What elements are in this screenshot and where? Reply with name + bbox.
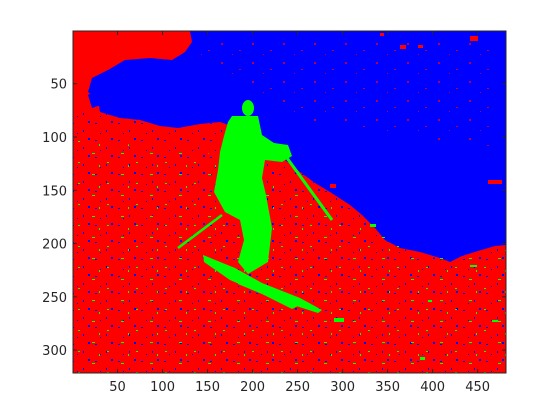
x-tick-label: 350 — [375, 380, 400, 395]
y-tick-label: 200 — [42, 238, 67, 253]
skier-head — [242, 100, 254, 116]
skier-body — [214, 116, 292, 274]
ski-tails — [238, 278, 298, 309]
ground-speck — [488, 180, 502, 184]
y-tick-label: 50 — [50, 78, 67, 93]
ground-speck — [470, 36, 478, 41]
x-tick-label: 100 — [150, 380, 175, 395]
sky-speckle-overlay — [200, 40, 500, 150]
x-tick-label: 150 — [195, 380, 220, 395]
skier-figure — [177, 100, 498, 360]
y-tick-label: 250 — [42, 291, 67, 306]
y-tick-label: 300 — [42, 344, 67, 359]
segmentation-image — [73, 31, 506, 373]
green-fragment — [492, 320, 498, 322]
ski-pole-left — [177, 214, 223, 249]
green-fragment — [428, 300, 432, 302]
skis — [203, 255, 322, 313]
ground-green-speckle-overlay — [73, 140, 506, 373]
x-axis: 50 100 150 200 250 300 350 400 450 — [109, 31, 490, 395]
x-tick-label: 250 — [285, 380, 310, 395]
ski-pole-right — [285, 157, 334, 221]
y-tick-label: 100 — [42, 131, 67, 146]
sky-patch — [88, 88, 110, 108]
green-fragment — [230, 196, 235, 199]
axes-box — [72, 30, 507, 374]
y-tick-label: 150 — [42, 184, 67, 199]
green-fragment — [370, 224, 376, 227]
green-fragment — [470, 265, 477, 267]
ground-speck — [330, 184, 336, 188]
x-tick-label: 50 — [109, 380, 126, 395]
green-fragment — [420, 357, 425, 360]
x-tick-label: 400 — [420, 380, 445, 395]
x-tick-label: 200 — [240, 380, 265, 395]
x-tick-label: 450 — [465, 380, 490, 395]
y-axis: 50 100 150 200 250 300 — [42, 78, 506, 359]
green-fragment — [334, 318, 344, 322]
x-tick-label: 300 — [330, 380, 355, 395]
ground-speck — [380, 33, 384, 36]
